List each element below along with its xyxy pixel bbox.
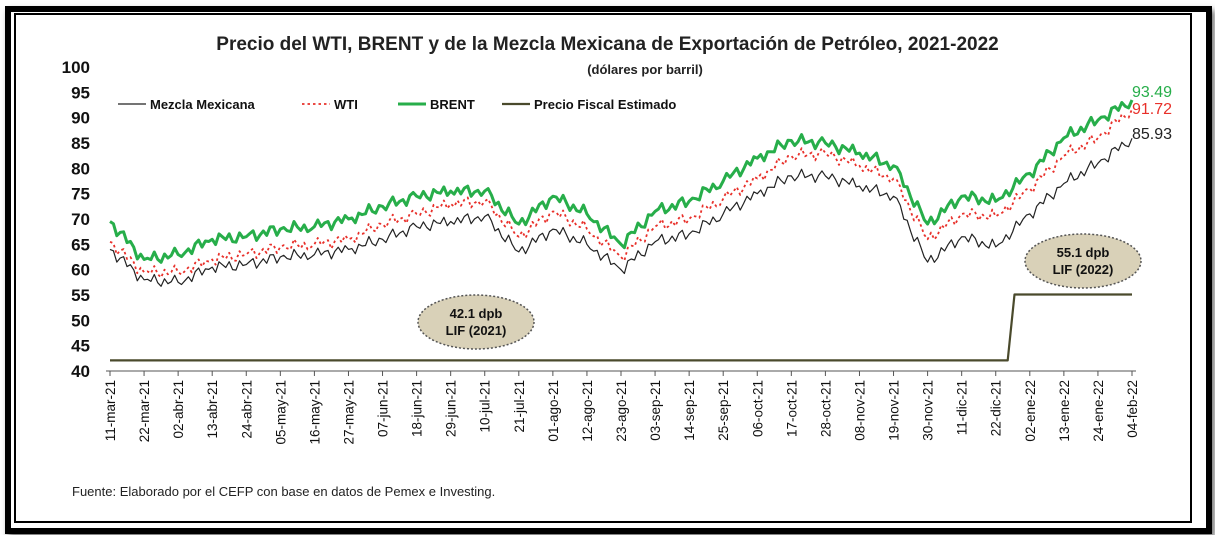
y-tick-label: 75 (71, 185, 90, 204)
y-tick-label: 70 (71, 210, 90, 229)
y-tick-label: 80 (71, 159, 90, 178)
x-tick-label: 08-nov-21 (852, 380, 867, 441)
annotations: 42.1 dpb LIF (2021) 55.1 dpb LIF (2022) (417, 233, 1142, 350)
annotation-line1: 55.1 dpb (1057, 245, 1110, 260)
x-tick-label: 24-ene-22 (1091, 380, 1106, 442)
series-line-fiscal (110, 293, 1132, 362)
end-label-mezcla: 85.93 (1132, 126, 1172, 143)
x-tick-label: 22-dic-21 (989, 380, 1004, 436)
y-tick-label: 40 (71, 362, 90, 381)
y-tick-label: 95 (71, 83, 90, 102)
y-axis: 40 45 50 55 60 65 70 75 80 85 90 95 100 (62, 58, 1136, 381)
y-tick-label: 60 (71, 261, 90, 280)
series-line-mezcla (109, 138, 1133, 287)
x-tick-label: 28-oct-21 (818, 380, 833, 437)
x-tick-label: 10-jul-21 (478, 380, 493, 433)
x-tick-label: 06-oct-21 (750, 380, 765, 437)
legend: Mezcla Mexicana WTI BRENT Precio Fiscal Est… (118, 97, 676, 112)
end-label-brent: 93.49 (1132, 84, 1172, 101)
y-tick-label: 55 (71, 286, 90, 305)
x-tick-label: 04-feb-22 (1125, 380, 1140, 438)
annotation-line1: 42.1 dpb (450, 306, 503, 321)
x-tick-label: 11-mar-21 (103, 380, 118, 441)
legend-label-wti: WTI (334, 97, 358, 112)
annotation-ellipse (417, 294, 535, 350)
x-axis: 11-mar-21 22-mar-21 02-abr-21 13-abr-21 24-a… (103, 371, 1140, 445)
x-tick-label: 22-mar-21 (137, 380, 152, 442)
x-tick-label: 18-jun-21 (410, 380, 425, 437)
x-tick-label: 21-jul-21 (512, 380, 527, 433)
x-tick-label: 19-nov-21 (887, 380, 902, 441)
x-tick-label: 05-may-21 (273, 380, 288, 445)
x-tick-label: 13-abr-21 (205, 380, 220, 439)
x-tick-label: 02-abr-21 (171, 380, 186, 439)
x-tick-label: 30-nov-21 (921, 380, 936, 441)
x-tick-label: 29-jun-21 (444, 380, 459, 437)
y-tick-label: 100 (62, 58, 90, 77)
annotation-ellipse (1024, 233, 1142, 289)
x-tick-label: 16-may-21 (307, 380, 322, 445)
x-tick-label: 13-ene-22 (1057, 380, 1072, 442)
end-label-wti: 91.72 (1132, 101, 1172, 118)
series-group (109, 99, 1134, 362)
y-tick-label: 85 (71, 134, 90, 153)
x-tick-label: 07-jun-21 (376, 380, 391, 437)
legend-label-fiscal: Precio Fiscal Estimado (534, 97, 676, 112)
chart-title: Precio del WTI, BRENT y de la Mezcla Mex… (216, 34, 999, 55)
x-tick-label: 14-sep-21 (682, 380, 697, 441)
series-line-wti (109, 108, 1133, 279)
x-tick-label: 12-ago-21 (580, 380, 595, 442)
series-line-brent (109, 99, 1134, 264)
x-tick-label: 02-ene-22 (1023, 380, 1038, 442)
x-tick-label: 25-sep-21 (716, 380, 731, 441)
source-note: Fuente: Elaborado por el CEFP con base e… (72, 484, 496, 499)
x-tick-label: 11-dic-21 (955, 380, 970, 435)
y-tick-label: 45 (71, 337, 90, 356)
x-tick-label: 01-ago-21 (546, 380, 561, 442)
x-tick-label: 24-abr-21 (239, 380, 254, 439)
legend-label-brent: BRENT (430, 97, 475, 112)
y-tick-label: 50 (71, 311, 90, 330)
x-tick-label: 17-oct-21 (784, 380, 799, 437)
y-tick-label: 90 (71, 109, 90, 128)
legend-label-mezcla: Mezcla Mexicana (150, 97, 256, 112)
y-tick-label: 65 (71, 235, 90, 254)
x-tick-label: 03-sep-21 (648, 380, 663, 441)
x-tick-label: 23-ago-21 (614, 380, 629, 442)
chart-subtitle: (dólares por barril) (587, 62, 703, 77)
x-tick-label: 27-may-21 (341, 380, 356, 445)
annotation-line2: LIF (2021) (446, 323, 507, 338)
annotation-line2: LIF (2022) (1053, 262, 1114, 277)
